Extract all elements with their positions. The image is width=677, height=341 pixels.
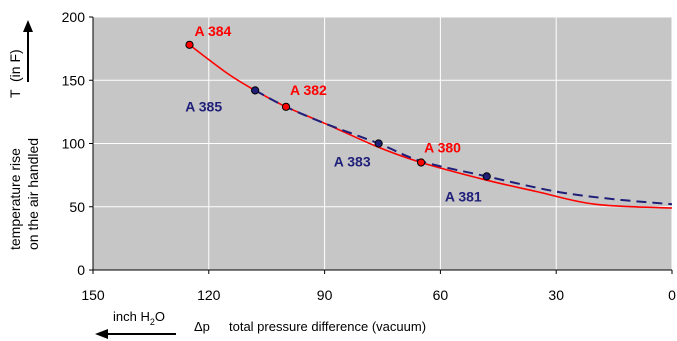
x-tick-label: 60 xyxy=(433,287,449,303)
series-group: A 384 A 382 A 380 A 385 A 383 A 381 xyxy=(185,23,673,209)
x-axis-symbol: Δp xyxy=(194,319,210,334)
x-axis-arrow-head xyxy=(95,329,108,339)
x-tick-label: 90 xyxy=(317,287,333,303)
point-label: A 382 xyxy=(290,82,327,98)
y-axis-arrow-head xyxy=(23,20,33,32)
data-point xyxy=(417,158,426,167)
data-point xyxy=(281,102,291,111)
y-tick-label: 50 xyxy=(69,199,85,215)
data-point xyxy=(185,40,194,49)
x-tick-labels: 150 120 90 60 30 0 xyxy=(81,270,676,303)
point-label: A 381 xyxy=(445,188,482,204)
data-point xyxy=(482,172,491,181)
y-tick-label: 100 xyxy=(62,136,86,152)
y-axis-symbol: T xyxy=(7,89,23,98)
y-tick-label: 200 xyxy=(62,9,86,25)
point-label: A 385 xyxy=(185,98,222,114)
x-axis-label: total pressure difference (vacuum) xyxy=(229,319,426,334)
y-axis-label-line2: on the air handled xyxy=(25,138,41,250)
y-tick-labels: 0 50 100 150 200 xyxy=(62,9,93,278)
point-label: A 380 xyxy=(424,139,461,155)
point-label: A 384 xyxy=(195,23,232,39)
data-point xyxy=(374,139,383,148)
data-point xyxy=(251,86,260,95)
x-axis-unit: inch H2O xyxy=(113,309,165,327)
point-label: A 383 xyxy=(334,154,371,170)
y-axis-label-line1: temperature rise xyxy=(7,148,23,250)
x-tick-label: 30 xyxy=(548,287,564,303)
x-tick-label: 120 xyxy=(197,287,221,303)
y-axis-unit: (in F) xyxy=(7,49,23,82)
y-tick-label: 150 xyxy=(62,72,86,88)
x-tick-label: 150 xyxy=(81,287,105,303)
y-tick-label: 0 xyxy=(77,262,85,278)
x-tick-label: 0 xyxy=(668,287,676,303)
